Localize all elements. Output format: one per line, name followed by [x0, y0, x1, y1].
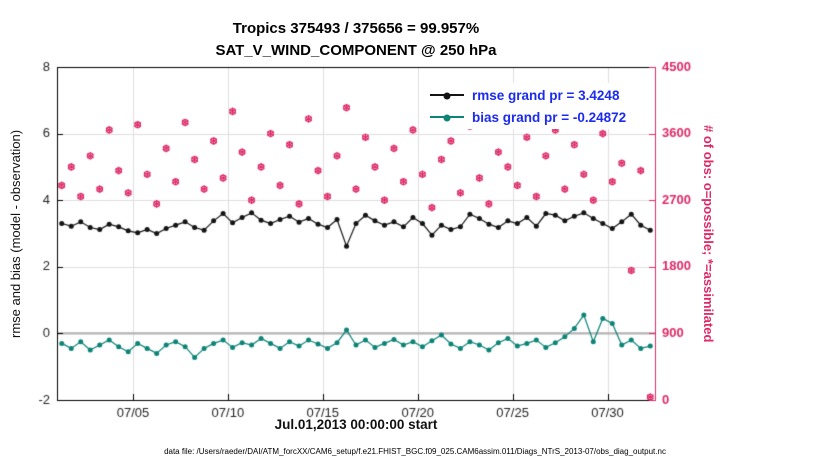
bias-line-swatch [430, 114, 464, 122]
legend-label-bias: bias grand pr = -0.24872 [472, 109, 627, 125]
rmse-line-swatch [430, 92, 464, 100]
left-axis-label: rmse and bias (model - observation) [8, 129, 23, 338]
data-file-caption: data file: /Users/raeder/DAI/ATM_forcXX/… [164, 447, 666, 456]
legend-entry-bias: bias grand pr = -0.24872 [430, 106, 626, 128]
legend-entry-rmse: rmse grand pr = 3.4248 [430, 84, 626, 106]
legend-label-rmse: rmse grand pr = 3.4248 [472, 87, 620, 103]
right-axis-label: # of obs: o=possible; *=assimilated [701, 124, 716, 343]
chart-title: Tropics 375493 / 375656 = 99.957% [232, 20, 480, 37]
chart-subtitle: SAT_V_WIND_COMPONENT @ 250 hPa [215, 42, 497, 59]
legend: rmse grand pr = 3.4248 bias grand pr = -… [424, 83, 633, 129]
bias-marker-dot [443, 114, 451, 122]
rmse-marker-dot [443, 92, 451, 100]
x-axis-label: Jul.01,2013 00:00:00 start [274, 417, 438, 432]
